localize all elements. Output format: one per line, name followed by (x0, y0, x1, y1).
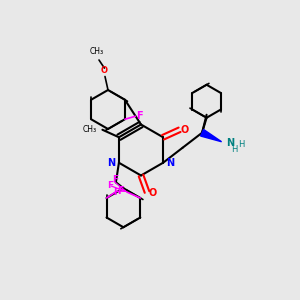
Text: F: F (118, 185, 124, 196)
Text: H: H (231, 145, 237, 154)
Text: H: H (238, 140, 244, 149)
Text: F: F (107, 182, 113, 190)
Text: F: F (136, 111, 143, 121)
Polygon shape (201, 130, 222, 142)
Text: CH₃: CH₃ (89, 47, 104, 56)
Text: N: N (226, 138, 235, 148)
Text: O: O (181, 125, 189, 135)
Text: O: O (148, 188, 157, 199)
Text: F: F (113, 188, 119, 197)
Text: CH₃: CH₃ (83, 125, 97, 134)
Text: N: N (167, 158, 175, 168)
Text: N: N (107, 158, 116, 168)
Text: O: O (101, 66, 108, 75)
Text: F: F (112, 176, 118, 184)
